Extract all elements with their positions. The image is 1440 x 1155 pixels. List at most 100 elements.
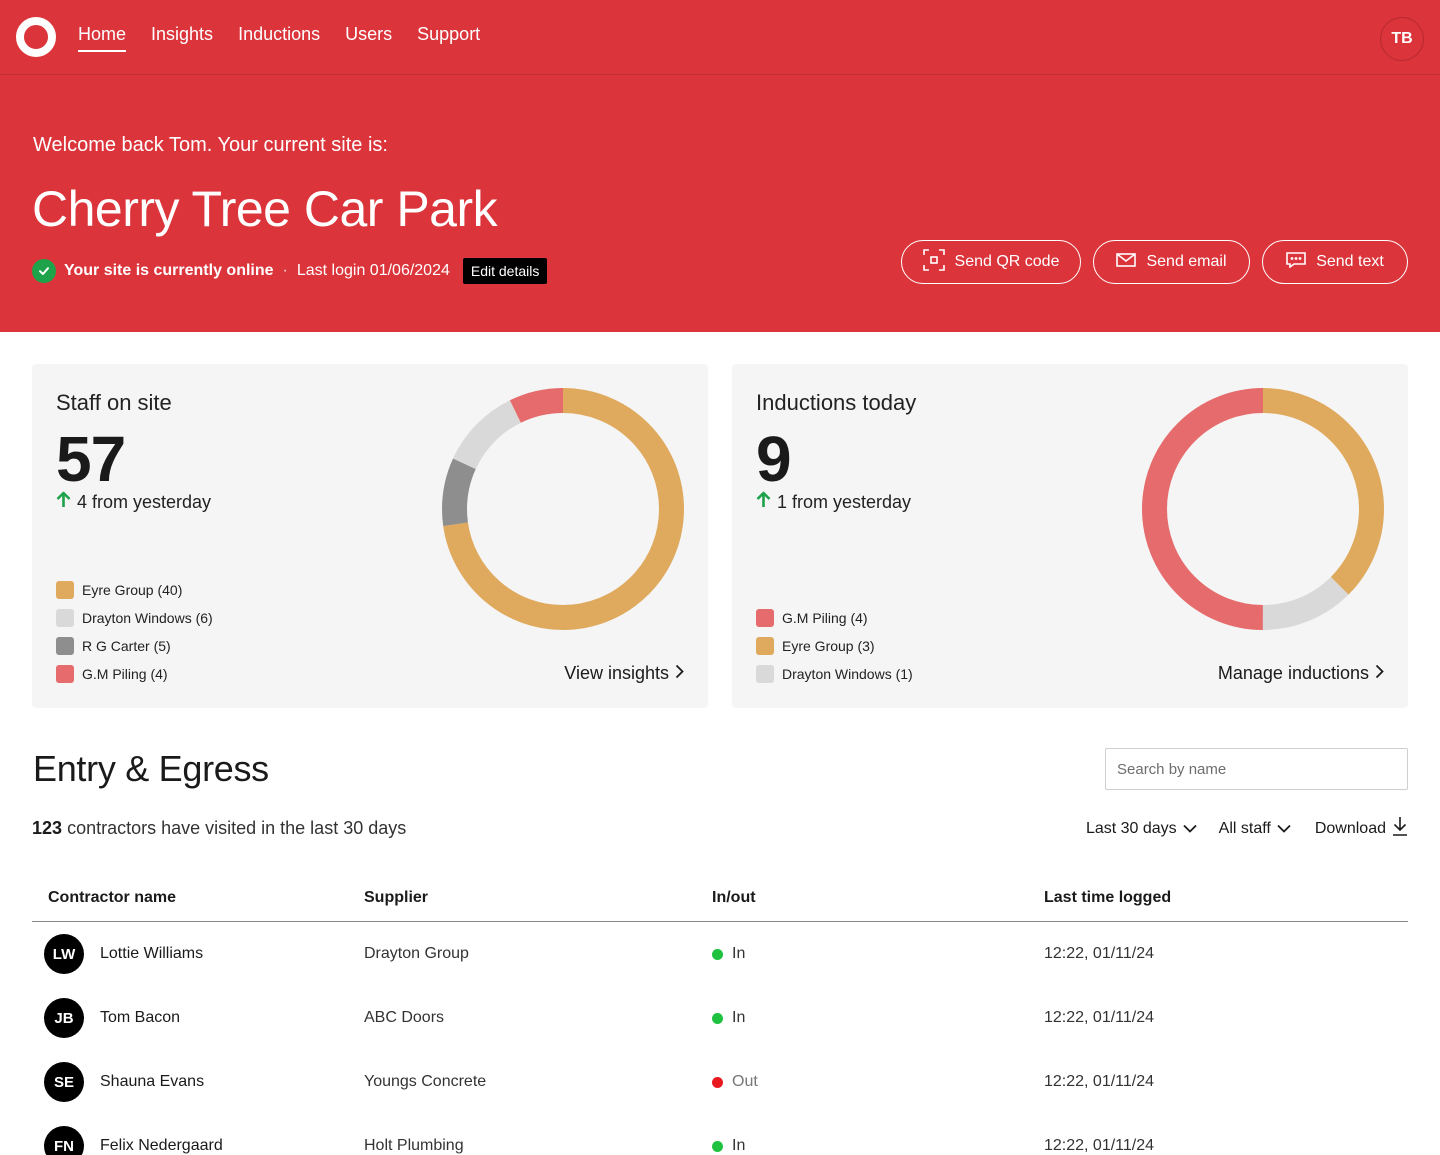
contractor-name: Tom Bacon	[100, 1009, 181, 1026]
status-separator: ·	[282, 262, 288, 279]
staff-count: 57	[56, 423, 126, 495]
table-row[interactable]: JB Tom Bacon ABC Doors In 12:22, 01/11/2…	[32, 986, 1408, 1050]
nav-link-insights[interactable]: Insights	[151, 24, 214, 44]
legend-swatch	[756, 637, 774, 655]
in-out-status: In	[732, 1137, 746, 1154]
status-dot-icon	[712, 1076, 723, 1088]
site-online-status: Your site is currently online	[64, 262, 274, 279]
legend-swatch	[56, 637, 74, 655]
in-out-status: In	[732, 1009, 746, 1026]
staff-donut-chart	[442, 388, 684, 630]
donut-segment	[1142, 388, 1384, 630]
nav-link-home[interactable]: Home	[78, 24, 127, 52]
legend-item: Drayton Windows (1)	[756, 660, 913, 688]
date-range-label: Last 30 days	[1085, 819, 1177, 837]
legend-swatch	[56, 609, 74, 627]
visit-summary-text: contractors have visited in the last 30 …	[67, 818, 407, 838]
in-out-status: Out	[732, 1073, 758, 1090]
staff-delta: 4 from yesterday	[56, 491, 211, 513]
download-button[interactable]: Download	[1315, 816, 1408, 841]
legend-item: Eyre Group (40)	[56, 576, 213, 604]
legend-item: Drayton Windows (6)	[56, 604, 213, 632]
visit-summary: 123 contractors have visited in the last…	[32, 818, 406, 839]
contractor-avatar: LW	[44, 934, 84, 974]
visit-count: 123	[32, 818, 63, 838]
check-circle-icon	[32, 259, 56, 283]
staff-on-site-card: Staff on site 57 4 from yesterday Eyre G…	[32, 364, 708, 708]
manage-inductions-label: Manage inductions	[1217, 663, 1369, 683]
arrow-up-icon	[756, 491, 771, 513]
status-dot-icon	[712, 1012, 723, 1024]
last-login: Last login 01/06/2024	[296, 262, 450, 279]
qr-scan-icon	[922, 248, 945, 276]
table-row[interactable]: FN Felix Nedergaard Holt Plumbing In 12:…	[32, 1114, 1408, 1155]
user-avatar[interactable]: TB	[1380, 17, 1424, 61]
send-email-label: Send email	[1146, 253, 1227, 270]
staff-legend: Eyre Group (40) Drayton Windows (6) R G …	[56, 576, 213, 688]
chevron-down-icon	[1277, 820, 1291, 838]
last-logged-cell: 12:22, 01/11/24	[1044, 1137, 1155, 1154]
inductions-legend: G.M Piling (4) Eyre Group (3) Drayton Wi…	[756, 604, 913, 688]
envelope-icon	[1116, 252, 1137, 272]
last-logged-cell: 12:22, 01/11/24	[1044, 1009, 1155, 1026]
column-header-supplier[interactable]: Supplier	[364, 888, 429, 906]
send-email-button[interactable]: Send email	[1093, 240, 1250, 284]
staff-filter-dropdown[interactable]: All staff	[1219, 816, 1291, 841]
legend-swatch	[756, 609, 774, 627]
table-row[interactable]: LW Lottie Williams Drayton Group In 12:2…	[32, 922, 1408, 986]
in-out-cell: In	[696, 1137, 1028, 1155]
view-insights-link[interactable]: View insights	[564, 663, 684, 684]
download-icon	[1392, 816, 1408, 841]
download-label: Download	[1314, 819, 1386, 837]
legend-label: Drayton Windows (6)	[82, 610, 213, 626]
legend-label: Drayton Windows (1)	[782, 666, 913, 682]
inductions-today-card: Inductions today 9 1 from yesterday G.M …	[732, 364, 1408, 708]
send-text-button[interactable]: Send text	[1262, 240, 1408, 284]
nav-link-users[interactable]: Users	[345, 24, 393, 44]
site-header: Home Insights Inductions Users Support T…	[0, 0, 1440, 332]
legend-label: Eyre Group (40)	[82, 582, 183, 598]
column-header-in-out[interactable]: In/out	[712, 888, 756, 906]
inductions-count: 9	[756, 423, 792, 495]
contractor-name: Shauna Evans	[100, 1073, 205, 1090]
staff-delta-text: 4 from yesterday	[77, 491, 212, 512]
date-range-dropdown[interactable]: Last 30 days	[1086, 816, 1197, 841]
edit-details-button[interactable]: Edit details	[462, 258, 548, 284]
legend-swatch	[56, 581, 74, 599]
contractor-avatar: FN	[44, 1126, 84, 1155]
site-status-row: Your site is currently online · Last log…	[32, 258, 548, 284]
status-dot-icon	[712, 948, 723, 960]
manage-inductions-link[interactable]: Manage inductions	[1218, 663, 1384, 684]
legend-item: R G Carter (5)	[56, 632, 213, 660]
staff-filter-label: All staff	[1218, 819, 1271, 837]
donut-segment	[442, 388, 684, 630]
legend-label: R G Carter (5)	[82, 638, 171, 654]
send-qr-code-button[interactable]: Send QR code	[901, 240, 1081, 284]
donut-segment	[442, 388, 684, 630]
nav-link-inductions[interactable]: Inductions	[238, 24, 321, 44]
table-row[interactable]: SE Shauna Evans Youngs Concrete Out 12:2…	[32, 1050, 1408, 1114]
entry-egress-table: Contractor name Supplier In/out Last tim…	[32, 874, 1408, 1155]
table-header: Contractor name Supplier In/out Last tim…	[32, 874, 1408, 922]
app-logo-icon[interactable]	[16, 17, 56, 57]
legend-label: G.M Piling (4)	[82, 666, 168, 682]
search-by-name-input[interactable]	[1105, 748, 1408, 790]
contractor-name: Lottie Williams	[100, 945, 204, 962]
contractor-cell: LW Lottie Williams	[32, 934, 364, 974]
arrow-up-icon	[56, 491, 71, 513]
send-qr-code-label: Send QR code	[954, 253, 1060, 270]
contractor-cell: SE Shauna Evans	[32, 1062, 364, 1102]
nav-links: Home Insights Inductions Users Support	[78, 24, 480, 52]
legend-label: G.M Piling (4)	[782, 610, 868, 626]
entry-egress-title: Entry & Egress	[33, 748, 269, 789]
supplier-cell: Youngs Concrete	[364, 1073, 487, 1090]
column-header-last-logged[interactable]: Last time logged	[1044, 888, 1172, 906]
supplier-cell: ABC Doors	[364, 1009, 445, 1026]
column-header-contractor[interactable]: Contractor name	[48, 888, 177, 906]
in-out-status: In	[732, 945, 746, 962]
donut-segment	[1142, 388, 1384, 630]
in-out-cell: In	[696, 1009, 1028, 1027]
nav-link-support[interactable]: Support	[417, 24, 481, 44]
chevron-right-icon	[675, 663, 684, 684]
welcome-message: Welcome back Tom. Your current site is:	[33, 134, 388, 156]
